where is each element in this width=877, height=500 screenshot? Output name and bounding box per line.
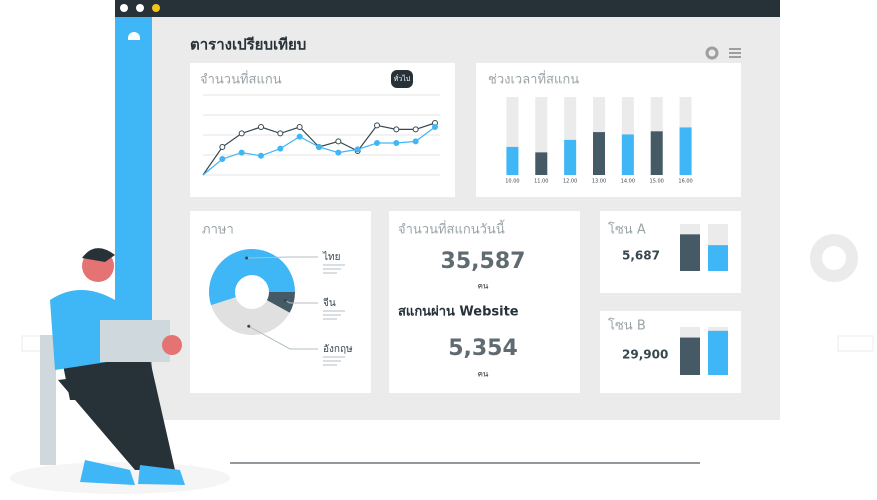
card-title: จำนวนที่สแกน bbox=[200, 71, 282, 88]
x-tick-label: 10.00 bbox=[505, 179, 519, 185]
card-title: ช่วงเวลาที่สแกน bbox=[488, 71, 579, 88]
line-point bbox=[219, 156, 226, 162]
window-dot bbox=[152, 4, 160, 12]
x-tick-label: 14.00 bbox=[621, 179, 635, 185]
bar bbox=[621, 134, 634, 175]
window-dot bbox=[136, 4, 144, 12]
line-point bbox=[296, 124, 303, 130]
donut-slice bbox=[266, 292, 295, 313]
line-point bbox=[258, 152, 264, 159]
line-point bbox=[335, 138, 342, 145]
connector-dot bbox=[245, 256, 249, 260]
x-tick-label: 15.00 bbox=[650, 179, 664, 185]
person-illustration bbox=[10, 248, 230, 494]
line-point bbox=[374, 122, 380, 129]
stat-unit: คน bbox=[478, 370, 489, 379]
line-point bbox=[393, 126, 400, 133]
zone-value: 5,687 bbox=[622, 249, 660, 263]
line-point bbox=[258, 124, 264, 130]
bar bbox=[708, 245, 728, 271]
window-bar bbox=[115, 0, 780, 17]
bar bbox=[650, 131, 663, 175]
line-point bbox=[277, 145, 284, 152]
decoration bbox=[837, 335, 874, 352]
card bbox=[476, 63, 741, 197]
donut-slice bbox=[211, 297, 290, 335]
stat-value: 5,354 bbox=[448, 336, 518, 361]
badge bbox=[391, 70, 413, 88]
legend-label: อังกฤษ bbox=[323, 344, 353, 355]
line-point bbox=[238, 130, 245, 137]
connector bbox=[248, 325, 318, 350]
legend-label: จีน bbox=[323, 297, 336, 309]
connector-dot bbox=[283, 299, 287, 303]
card bbox=[389, 211, 580, 393]
page-title: ตารางเปรียบเทียบ bbox=[190, 36, 306, 54]
line-point bbox=[412, 138, 419, 145]
bar bbox=[680, 234, 700, 271]
connector-dot bbox=[247, 324, 251, 328]
line-point bbox=[432, 124, 438, 130]
bar bbox=[679, 127, 692, 175]
card-title: ภาษา bbox=[202, 223, 234, 238]
x-tick-label: 16.00 bbox=[678, 179, 692, 185]
line-point bbox=[335, 149, 342, 156]
badge-text: ทั่วไป bbox=[394, 74, 411, 83]
card-title: จำนวนที่สแกนวันนี้ bbox=[398, 220, 505, 238]
line-point bbox=[393, 140, 400, 146]
zone-name: โซน B bbox=[608, 318, 646, 334]
donut-slice bbox=[209, 248, 295, 306]
menu-icon[interactable] bbox=[729, 48, 741, 58]
bar bbox=[593, 132, 605, 175]
bar bbox=[535, 152, 548, 175]
line-point bbox=[316, 144, 322, 150]
line-point bbox=[412, 126, 419, 133]
zone-name: โซน A bbox=[608, 222, 646, 238]
line-point bbox=[238, 149, 245, 156]
bar bbox=[680, 337, 700, 375]
line-point bbox=[219, 144, 226, 150]
settings-icon[interactable] bbox=[705, 46, 719, 60]
legend-label: ไทย bbox=[322, 251, 340, 263]
window-dot bbox=[120, 4, 128, 12]
x-tick-label: 11.00 bbox=[534, 179, 548, 185]
x-tick-label: 13.00 bbox=[592, 179, 606, 185]
zone-value: 29,900 bbox=[622, 348, 668, 362]
line-point bbox=[296, 133, 303, 140]
stat-unit: คน bbox=[478, 282, 489, 291]
connector bbox=[285, 300, 318, 304]
x-tick-label: 12.00 bbox=[563, 179, 577, 185]
stat-label: สแกนผ่าน Website bbox=[398, 305, 519, 320]
line-point bbox=[277, 130, 284, 137]
connector bbox=[246, 256, 318, 259]
bar bbox=[708, 330, 728, 375]
gear-decoration bbox=[810, 234, 858, 282]
home-icon[interactable] bbox=[128, 32, 140, 40]
line-point bbox=[354, 146, 361, 153]
bar bbox=[506, 146, 519, 175]
stat-value: 35,587 bbox=[441, 249, 526, 274]
bar bbox=[564, 139, 577, 175]
line-point bbox=[374, 140, 380, 146]
